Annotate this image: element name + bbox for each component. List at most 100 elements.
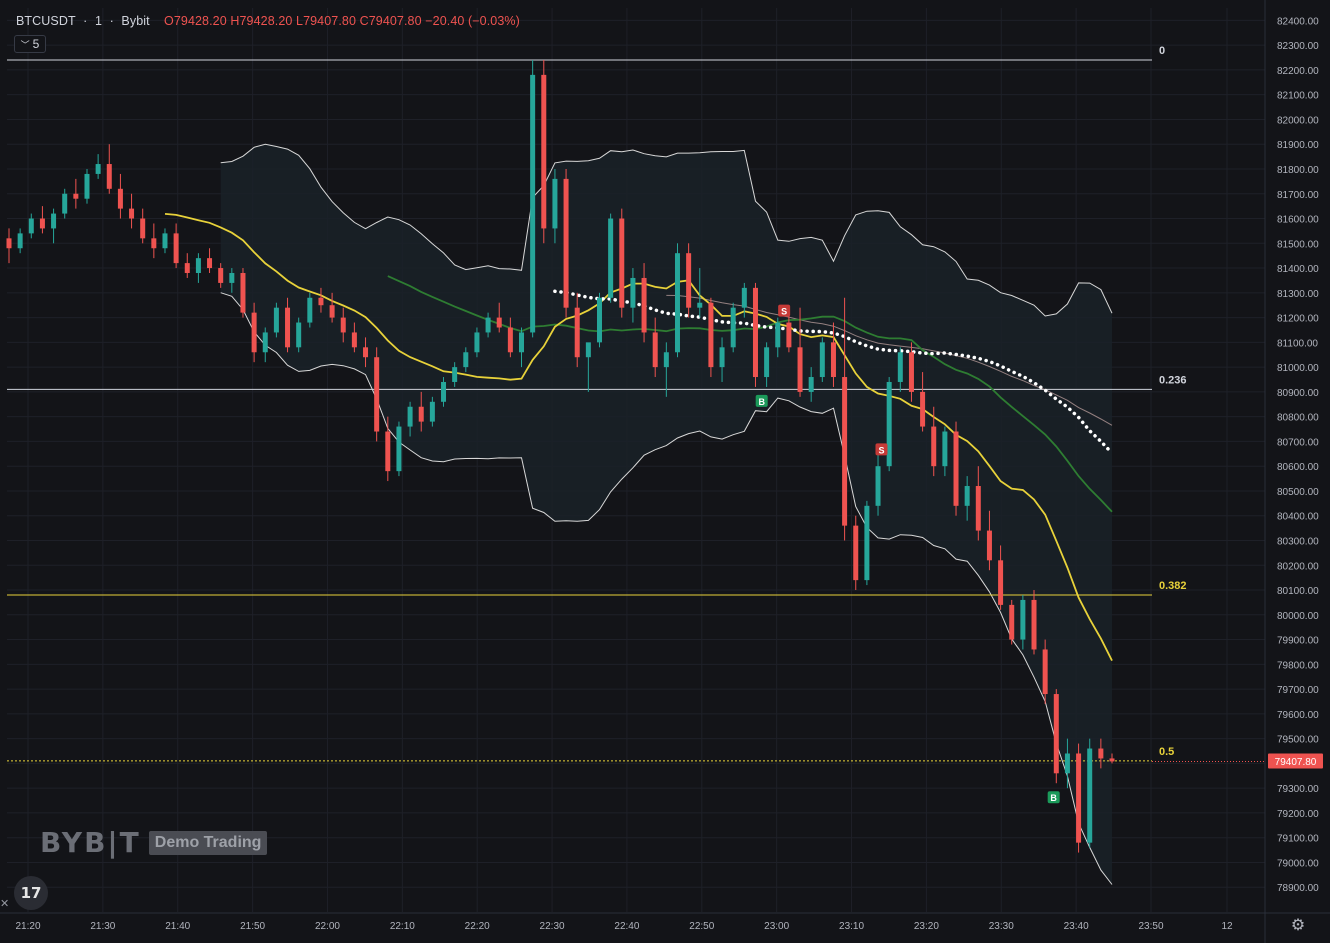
candle-body [340,317,346,333]
candle-body [441,381,447,402]
candle-body [986,530,992,561]
candle-body [1098,748,1104,759]
x-tick-label: 22:10 [390,921,415,932]
candle-body [507,327,513,353]
candle-body [474,332,480,353]
candle-body [296,322,302,348]
candle-body [975,486,981,531]
y-tick-label: 80500.00 [1277,487,1319,498]
candle-body [429,401,435,422]
candle-body [84,173,90,199]
y-tick-label: 81800.00 [1277,165,1319,176]
candle-body [117,188,123,209]
x-tick-label: 23:10 [839,921,864,932]
symbol-name[interactable]: BTCUSDT [16,14,76,28]
exchange-name: Bybit [121,14,150,28]
y-tick-label: 81100.00 [1277,338,1318,349]
candle-body [463,352,469,368]
interval[interactable]: 1 [94,14,102,28]
candle-body [931,426,937,467]
y-tick-label: 80900.00 [1277,388,1319,399]
indicators-toggle-button[interactable]: ﹀ 5 [14,35,46,53]
y-tick-label: 79700.00 [1277,685,1319,696]
candle-body [530,74,536,333]
candle-body [663,352,669,368]
candle-body [262,332,268,353]
candle-body [1009,604,1015,640]
x-tick-label: 22:40 [614,921,639,932]
y-tick-label: 79000.00 [1277,858,1319,869]
y-tick-label: 80400.00 [1277,512,1319,523]
y-tick-label: 82300.00 [1277,41,1319,52]
signal-label: S [878,445,884,455]
candle-body [129,208,135,219]
candle-body [62,193,68,214]
candle-body [541,74,547,229]
candle-body [886,381,892,467]
x-tick-label: 12 [1221,921,1233,932]
candle-body [1042,649,1048,695]
ohlc-low: L79407.80 [296,14,357,28]
candle-body [808,377,814,392]
y-tick-label: 81000.00 [1277,363,1319,374]
y-tick-label: 81300.00 [1277,289,1319,300]
candle-body [697,302,703,308]
candle-body [229,273,235,283]
candle-body [864,505,870,581]
y-tick-label: 80700.00 [1277,437,1319,448]
candle-body [140,218,146,239]
candle-body [318,297,324,306]
fib-label: 0.382 [1159,580,1187,592]
candle-body [1020,599,1026,640]
candle-body [418,406,424,422]
candle-body [151,238,157,249]
gear-icon[interactable]: ⚙ [1290,917,1306,934]
candle-body [218,268,224,283]
candle-body [73,193,79,199]
y-tick-label: 81900.00 [1277,140,1319,151]
ohlc-close: C79407.80 [359,14,422,28]
bybit-watermark: BYB|T Demo Trading [40,826,268,859]
candle-body [775,322,781,348]
candle-body [184,263,190,274]
bollinger-fill [220,144,1112,885]
candle-body [830,342,836,378]
candle-body [674,253,680,353]
candle-body [853,525,859,581]
candle-body [652,332,658,368]
candle-body [719,347,725,368]
y-tick-label: 79800.00 [1277,660,1319,671]
candle-body [1109,758,1115,762]
sma-long-pink [666,294,1113,426]
symbol-header: BTCUSDT · 1 · Bybit O79428.20 H79428.20 … [16,14,520,28]
candle-body [585,342,591,358]
signal-buy-marker [755,394,768,407]
candle-body [95,164,101,174]
ohlc-change: −20.40 (−0.03%) [425,14,520,28]
y-tick-label: 82000.00 [1277,115,1319,126]
candle-body [897,352,903,382]
y-tick-label: 79200.00 [1277,809,1319,820]
x-tick-label: 23:30 [989,921,1014,932]
tradingview-logo-icon[interactable]: 17 [14,876,48,910]
candle-body [452,367,458,382]
candle-body [207,258,213,269]
candle-body [273,307,279,333]
signal-sell-marker [778,304,791,317]
candle-body [407,406,413,427]
x-tick-label: 21:50 [240,921,265,932]
candle-body [596,297,602,343]
candle-body [307,297,313,323]
x-tick-label: 23:00 [764,921,789,932]
x-tick-label: 22:30 [540,921,565,932]
signal-sell-marker [875,443,888,456]
candle-body [351,332,357,348]
chevron-down-icon: ﹀ [20,39,30,50]
close-icon[interactable]: ✕ [0,898,10,910]
candle-body [630,277,636,308]
sma-mid-green [387,275,1113,513]
fib-label: 0 [1159,45,1165,57]
candle-body [162,233,168,249]
